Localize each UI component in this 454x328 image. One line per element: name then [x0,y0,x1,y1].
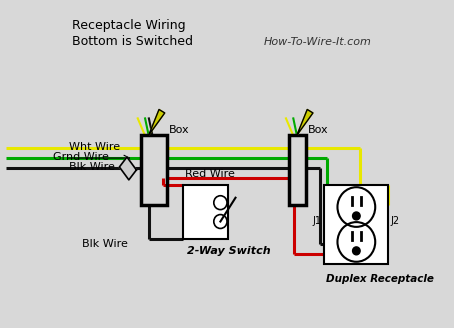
Circle shape [353,247,360,255]
Text: Grnd Wire: Grnd Wire [53,152,109,162]
Bar [141,135,167,205]
Text: Blk Wire: Blk Wire [82,239,128,249]
Bar [183,185,228,239]
Text: J1: J1 [313,216,322,226]
Bar [324,185,389,264]
Text: Wht Wire: Wht Wire [69,142,120,152]
Text: Bottom is Switched: Bottom is Switched [72,35,193,48]
Text: Duplex Receptacle: Duplex Receptacle [326,274,434,284]
Text: J2: J2 [390,216,400,226]
Text: Blk Wire: Blk Wire [69,162,115,172]
Text: Box: Box [308,125,329,135]
Text: Box: Box [168,125,189,135]
Polygon shape [297,110,313,135]
Circle shape [353,212,360,220]
Polygon shape [119,157,136,180]
Text: Red Wire: Red Wire [184,169,234,179]
Text: How-To-Wire-It.com: How-To-Wire-It.com [264,37,372,47]
Text: Receptacle Wiring: Receptacle Wiring [72,19,186,32]
Bar [289,135,306,205]
Polygon shape [148,110,165,135]
Text: 2-Way Switch: 2-Way Switch [188,246,271,256]
